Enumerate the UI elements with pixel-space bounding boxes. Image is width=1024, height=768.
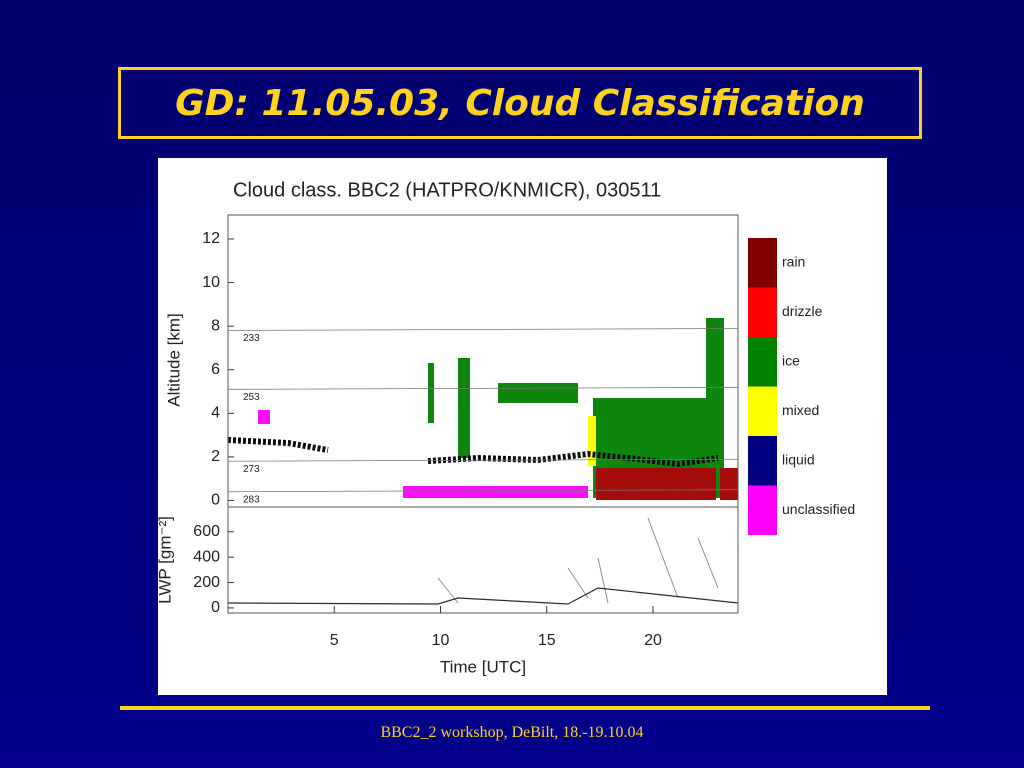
lwp-axis-label: LWP [gm⁻²] (158, 516, 174, 604)
y-tick-label: 4 (211, 405, 220, 422)
footer-rule (120, 706, 930, 710)
y-tick-label: 6 (211, 361, 220, 378)
unclassified (258, 410, 270, 424)
rain (720, 468, 738, 500)
legend-swatch (748, 287, 777, 337)
lwp-frame (227, 506, 739, 614)
isotherm-label: 253 (243, 392, 260, 403)
legend-label: liquid (782, 451, 815, 467)
liquid-base (227, 437, 719, 468)
ice-cloud (706, 318, 724, 468)
legend-label: mixed (782, 402, 819, 418)
y-tick-label: 0 (211, 492, 220, 509)
y-tick-label: 8 (211, 317, 220, 334)
ice-cloud (458, 358, 470, 458)
isotherm-label: 233 (243, 333, 260, 344)
figure: Cloud class. BBC2 (HATPRO/KNMICR), 03051… (158, 158, 887, 695)
altitude-axis-label: Altitude [km] (164, 313, 183, 407)
y-tick-label: 0 (211, 599, 220, 616)
legend-swatch (748, 337, 777, 387)
x-tick-label: 5 (330, 632, 339, 649)
y-tick-label: 10 (202, 274, 220, 291)
legend-swatch (748, 485, 777, 535)
isotherm-line (227, 489, 739, 493)
x-tick-label: 10 (432, 632, 450, 649)
ice-cloud (428, 363, 434, 423)
isotherm-line (227, 386, 739, 390)
footer-text: BBC2_2 workshop, DeBilt, 18.-19.10.04 (380, 724, 644, 741)
legend-swatch (748, 436, 777, 486)
mixed-cloud (588, 416, 596, 466)
unclassified (403, 486, 588, 498)
lwp-trace (227, 587, 739, 605)
slide-title: GD: 11.05.03, Cloud Classification (118, 67, 922, 139)
y-tick-label: 12 (202, 230, 220, 247)
y-tick-label: 600 (193, 523, 220, 540)
isotherm-line (227, 328, 739, 331)
x-tick-label: 15 (538, 632, 556, 649)
rain (596, 468, 716, 500)
isotherm-line (227, 458, 739, 462)
ice-cloud (498, 383, 578, 403)
legend-label: unclassified (782, 501, 855, 517)
lwp-trace (437, 517, 719, 604)
legend-label: drizzle (782, 303, 823, 319)
figure-background (158, 158, 887, 695)
isotherm-label: 273 (243, 464, 260, 475)
y-tick-label: 200 (193, 574, 220, 591)
cloud-data-sketch (227, 318, 739, 605)
legend-label: rain (782, 253, 805, 269)
legend-swatch (748, 386, 777, 436)
time-axis-label: Time [UTC] (440, 657, 526, 676)
y-tick-label: 400 (193, 548, 220, 565)
x-tick-label: 20 (644, 632, 662, 649)
legend-swatch (748, 238, 777, 288)
isotherm-label: 283 (243, 494, 260, 505)
figure-title: Cloud class. BBC2 (HATPRO/KNMICR), 03051… (233, 179, 661, 201)
legend-label: ice (782, 352, 800, 368)
y-tick-label: 2 (211, 448, 220, 465)
